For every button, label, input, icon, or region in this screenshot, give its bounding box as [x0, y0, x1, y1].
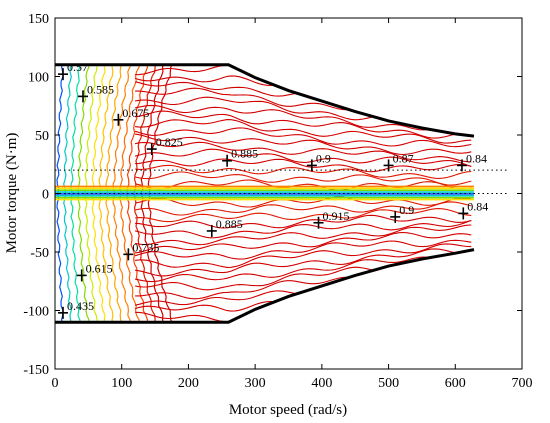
efficiency-label: 0.885 — [216, 217, 243, 231]
contour-line — [134, 201, 472, 216]
contour-lines — [55, 64, 474, 323]
y-axis-title: Motor torque (N·m) — [4, 133, 20, 254]
efficiency-label: 0.735 — [132, 240, 159, 254]
contour-line — [134, 224, 472, 246]
contour-line — [70, 64, 82, 194]
y-tick-label: 100 — [28, 71, 49, 86]
contour-line — [105, 193, 124, 323]
axis-ticks: 0 100 200 300 400 500 600 700150100500-50-100-1… — [23, 12, 532, 391]
contour-line — [134, 219, 472, 239]
contour-line — [134, 171, 472, 186]
y-tick-label: 0 — [42, 188, 49, 203]
contour-line — [135, 248, 472, 277]
contour-line — [135, 231, 472, 254]
efficiency-label: 0.87 — [393, 151, 414, 165]
efficiency-markers: 0.57 0.585 0.675 0.825 0.885 0.9 0.87 0.84 0.885… — [58, 60, 488, 319]
contour-line — [135, 158, 472, 173]
efficiency-label: 0.9 — [399, 203, 414, 217]
contour-line — [135, 254, 472, 323]
contour-line — [147, 193, 175, 323]
torque-envelope — [55, 63, 475, 324]
efficiency-label: 0.825 — [156, 135, 183, 149]
contour-line — [134, 254, 472, 283]
contour-line — [134, 104, 472, 132]
contour-line — [133, 193, 156, 323]
contour-line — [134, 179, 472, 191]
efficiency-label: 0.585 — [87, 82, 114, 96]
contour-line — [63, 64, 73, 194]
efficiency-label: 0.915 — [323, 209, 350, 223]
efficiency-label: 0.57 — [67, 60, 88, 74]
y-tick-label: 150 — [28, 12, 49, 27]
contour-line — [77, 193, 90, 323]
x-tick-label: 600 — [445, 376, 466, 391]
contour-line — [133, 64, 156, 194]
contour-line — [134, 196, 472, 208]
contour-line — [112, 193, 133, 323]
contour-line — [134, 148, 472, 167]
efficiency-label: 0.615 — [86, 261, 113, 275]
contour-line — [140, 64, 165, 194]
contour-line — [135, 208, 472, 223]
contour-line — [91, 64, 106, 194]
contour-line — [77, 64, 90, 194]
efficiency-label: 0.885 — [231, 147, 258, 161]
y-tick-label: -50 — [30, 246, 49, 261]
contour-line — [63, 193, 73, 323]
efficiency-label: 0.675 — [122, 106, 149, 120]
upper-envelope — [55, 63, 475, 138]
contour-line — [135, 164, 472, 179]
x-tick-label: 500 — [378, 376, 399, 391]
contour-line — [70, 193, 82, 323]
contour-line — [91, 193, 106, 323]
contour-line — [135, 214, 472, 229]
y-tick-label: -100 — [23, 305, 49, 320]
contour-line — [134, 239, 472, 260]
y-tick-label: 50 — [35, 129, 49, 144]
x-tick-label: 200 — [178, 376, 199, 391]
contour-line — [112, 64, 133, 194]
contour-line — [147, 64, 175, 194]
contour-line — [140, 193, 165, 323]
efficiency-label: 0.435 — [67, 299, 94, 313]
y-tick-label: -150 — [23, 363, 49, 378]
reference-lines — [55, 169, 509, 194]
x-tick-label: 700 — [512, 376, 533, 391]
contour-line — [98, 193, 115, 323]
contour-line — [135, 243, 472, 268]
efficiency-label: 0.84 — [467, 199, 488, 213]
lower-envelope — [55, 248, 475, 324]
contour-line — [134, 141, 472, 163]
x-axis-title: Motor speed (rad/s) — [229, 402, 347, 418]
x-tick-label: 300 — [245, 376, 266, 391]
x-tick-label: 400 — [311, 376, 332, 391]
x-tick-label: 100 — [111, 376, 132, 391]
contour-line — [84, 193, 98, 323]
contour-line — [135, 133, 472, 156]
contour-line — [105, 64, 124, 194]
contour-line — [135, 119, 472, 144]
contour-line — [134, 75, 472, 132]
contour-line — [135, 96, 472, 132]
contour-line — [56, 64, 64, 194]
contour-line — [98, 64, 115, 194]
x-tick-label: 0 — [52, 376, 59, 391]
contour-line — [84, 64, 98, 194]
contour-line — [119, 193, 141, 323]
efficiency-label: 0.9 — [316, 151, 331, 165]
contour-line — [135, 110, 472, 139]
contour-line — [134, 127, 472, 148]
contour-line — [56, 193, 64, 323]
efficiency-label: 0.84 — [466, 151, 487, 165]
contour-line — [119, 64, 141, 194]
